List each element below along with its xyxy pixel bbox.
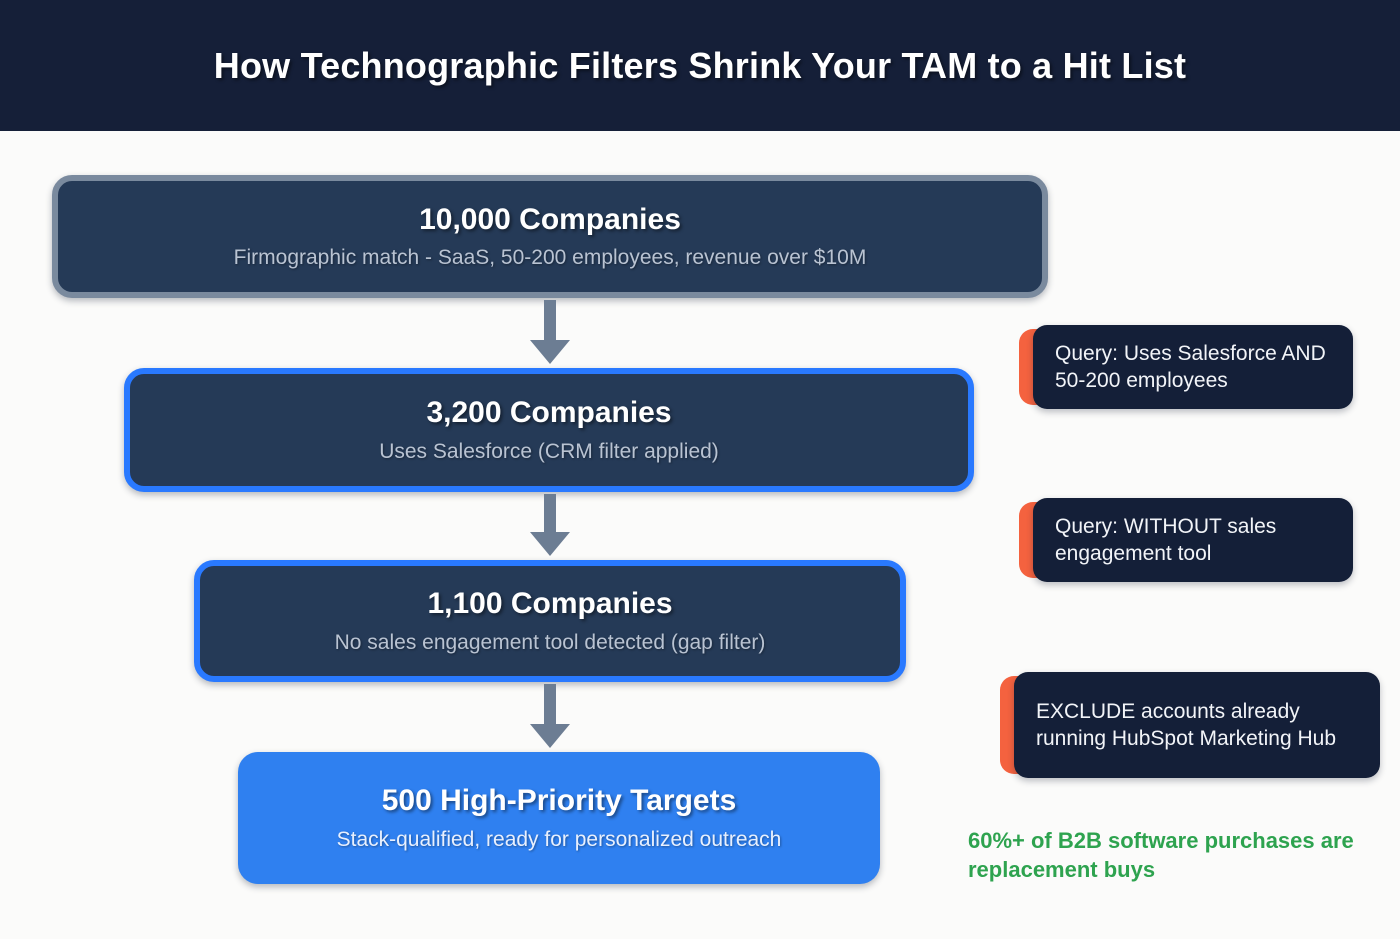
funnel-stage-3-description: No sales engagement tool detected (gap f… — [334, 630, 766, 654]
funnel-stage-2: 3,200 Companies Uses Salesforce (CRM fil… — [124, 368, 974, 492]
stat-note: 60%+ of B2B software purchases are repla… — [968, 828, 1354, 883]
funnel-stage-3-count: 1,100 Companies — [427, 587, 673, 621]
funnel-stage-1: 10,000 Companies Firmographic match - Sa… — [52, 175, 1048, 298]
arrow-head-icon — [530, 340, 570, 364]
page-title: How Technographic Filters Shrink Your TA… — [213, 44, 1187, 86]
header-bar: How Technographic Filters Shrink Your TA… — [0, 0, 1400, 131]
arrow-stem — [544, 684, 556, 726]
funnel-stage-2-description: Uses Salesforce (CRM filter applied) — [379, 439, 719, 463]
funnel-stage-1-description: Firmographic match - SaaS, 50-200 employ… — [233, 246, 867, 270]
funnel-arrow-2 — [530, 494, 570, 558]
callout-card-3-text: EXCLUDE accounts already running HubSpot… — [1036, 699, 1337, 750]
callout-card-body: EXCLUDE accounts already running HubSpot… — [1014, 672, 1380, 778]
arrow-head-icon — [530, 532, 570, 556]
arrow-stem — [544, 300, 556, 342]
arrow-head-icon — [530, 724, 570, 748]
callout-card-2: Query: WITHOUT sales engagement tool — [1019, 498, 1353, 582]
funnel-stage-3: 1,100 Companies No sales engagement tool… — [194, 560, 906, 682]
funnel-arrow-3 — [530, 684, 570, 750]
callout-card-body: Query: Uses Salesforce AND 50-200 employ… — [1033, 325, 1353, 409]
funnel-stage-4: 500 High-Priority Targets Stack-qualifie… — [238, 752, 880, 884]
callout-card-1-text: Query: Uses Salesforce AND 50-200 employ… — [1055, 341, 1326, 392]
funnel-stage-2-count: 3,200 Companies — [426, 396, 672, 430]
arrow-stem — [544, 494, 556, 534]
funnel-arrow-1 — [530, 300, 570, 366]
funnel-stage-4-description: Stack-qualified, ready for personalized … — [336, 827, 782, 851]
callout-card-1: Query: Uses Salesforce AND 50-200 employ… — [1019, 325, 1353, 409]
funnel-stage-1-count: 10,000 Companies — [419, 202, 681, 236]
callout-card-body: Query: WITHOUT sales engagement tool — [1033, 498, 1353, 582]
funnel-stage-4-count: 500 High-Priority Targets — [381, 784, 737, 818]
callout-card-2-text: Query: WITHOUT sales engagement tool — [1055, 514, 1277, 565]
callout-card-3: EXCLUDE accounts already running HubSpot… — [1000, 672, 1380, 778]
